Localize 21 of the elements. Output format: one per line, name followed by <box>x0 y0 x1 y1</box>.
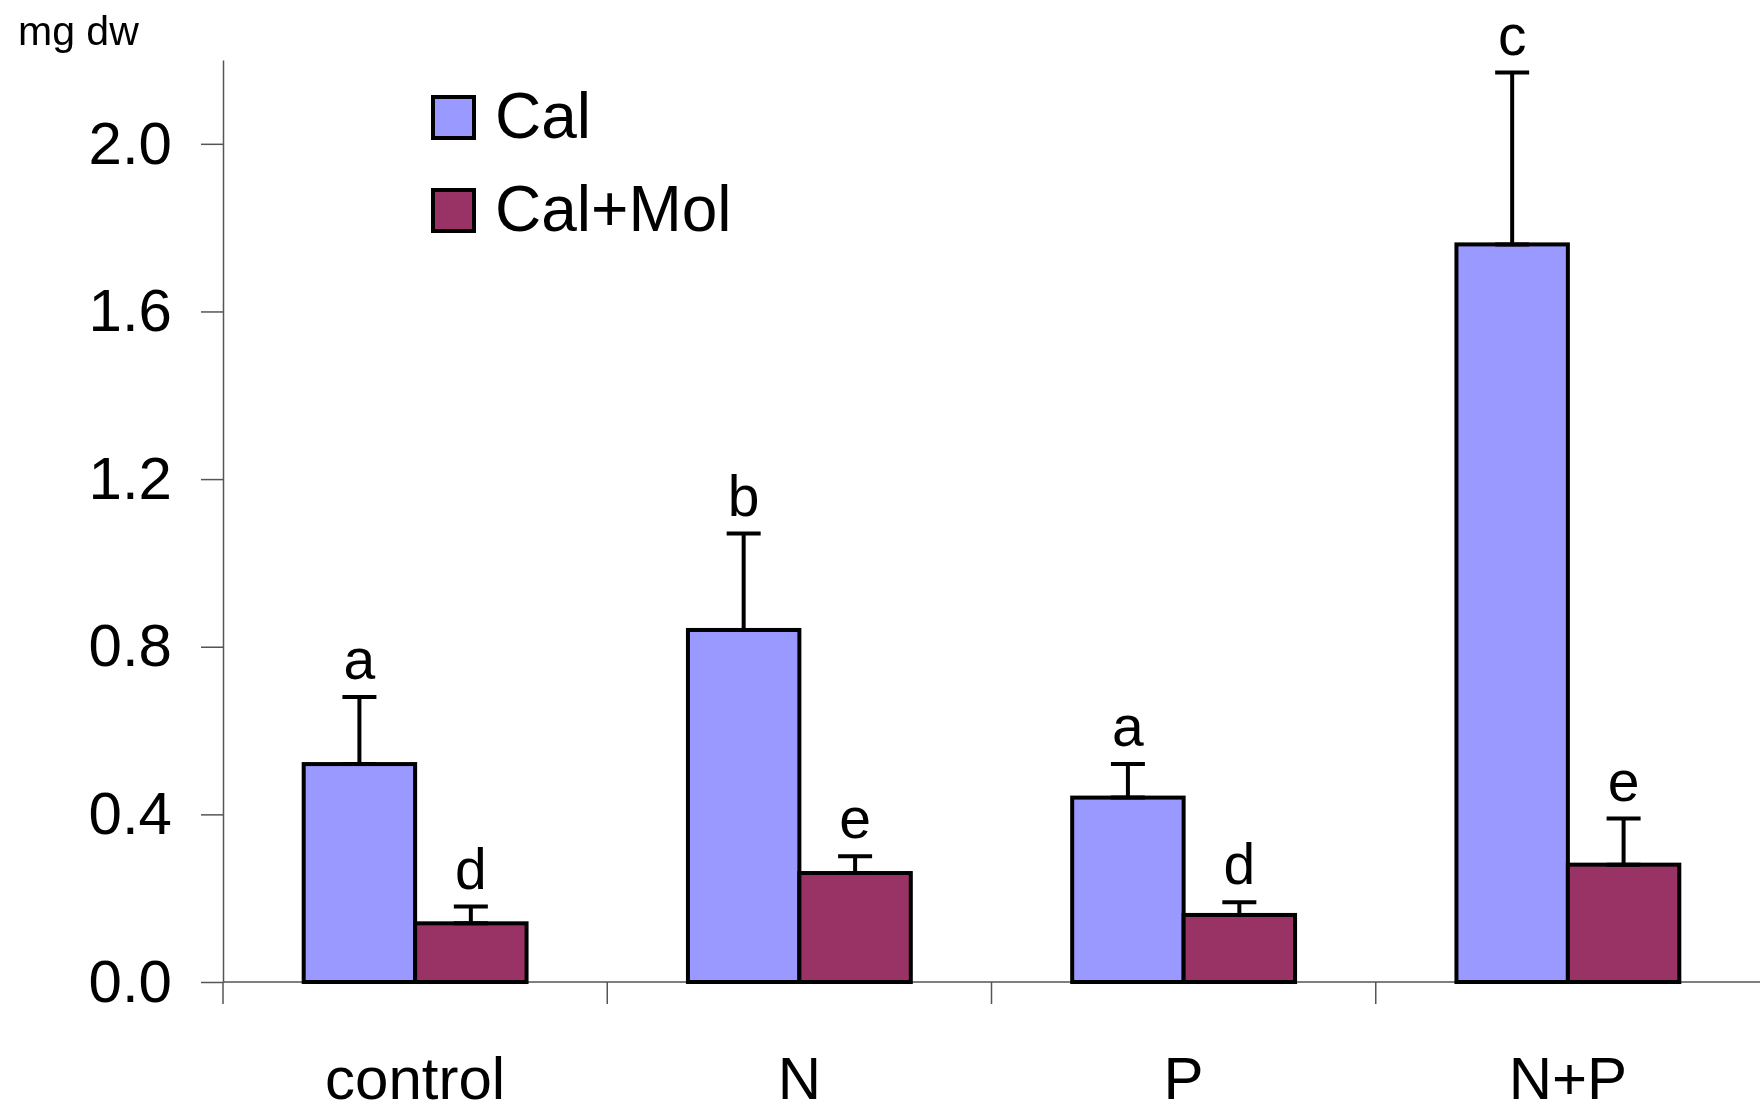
x-tick-label: N <box>777 1045 822 1104</box>
y-axis-title: mg dw <box>18 8 140 54</box>
legend-label: Cal <box>495 80 592 152</box>
x-tick-label: P <box>1163 1045 1204 1104</box>
y-tick-label: 0.4 <box>88 780 172 848</box>
x-tick-label: N+P <box>1508 1045 1628 1104</box>
annotation: d <box>1223 832 1256 897</box>
y-tick-label: 0.0 <box>88 947 172 1015</box>
annotation: a <box>343 627 376 692</box>
y-tick-label: 2.0 <box>88 109 172 177</box>
annotation: b <box>727 463 760 528</box>
y-tick-label: 1.6 <box>88 277 172 345</box>
x-tick-label: control <box>325 1045 506 1104</box>
annotation: d <box>454 836 487 901</box>
annotation: a <box>1112 694 1145 759</box>
annotation: e <box>839 786 871 851</box>
y-tick-label: 0.8 <box>88 612 172 680</box>
annotation: e <box>1607 748 1640 813</box>
y-tick-label: 1.2 <box>88 444 172 512</box>
annotation: c <box>1497 2 1527 67</box>
legend-label: Cal+Mol <box>495 173 732 245</box>
